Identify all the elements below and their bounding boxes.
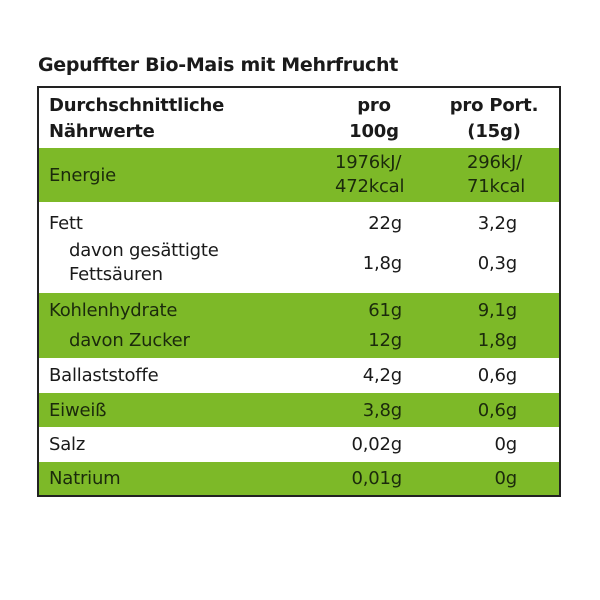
- table-row-natrium: Natrium 0,01g 0g: [39, 462, 559, 495]
- sub-row-label-line2: Fettsäuren: [69, 264, 163, 285]
- value-perportion: 0g: [494, 468, 518, 489]
- header-label-line2: Nährwerte: [49, 121, 155, 142]
- value-per100: 4,2g: [362, 365, 402, 386]
- row-label: Salz: [49, 434, 86, 455]
- value-per100: 0,02g: [351, 434, 402, 455]
- table-row-energie: Energie 1976kJ/ 472kcal 296kJ/ 71kcal: [39, 148, 559, 202]
- value-perportion: 0,6g: [477, 400, 517, 421]
- value-perportion-kj: 296kJ/: [467, 152, 522, 173]
- value-perportion-kcal: 71kcal: [467, 176, 526, 197]
- row-label: Fett: [49, 213, 83, 234]
- row-label: Energie: [49, 165, 117, 186]
- table-header: Durchschnittliche Nährwerte pro 100g pro…: [39, 88, 559, 148]
- table-row-salz: Salz 0,02g 0g: [39, 427, 559, 462]
- row-label: Ballaststoffe: [49, 365, 159, 386]
- sub-value-perportion: 1,8g: [477, 330, 517, 351]
- table-row-eiweiss: Eiweiß 3,8g 0,6g: [39, 393, 559, 427]
- header-label-line1: Durchschnittliche: [49, 95, 225, 116]
- value-perportion: 0,6g: [477, 365, 517, 386]
- table-row-kohlenhydrate: Kohlenhydrate 61g 9,1g davon Zucker 12g …: [39, 293, 559, 358]
- value-per100-kj: 1976kJ/: [335, 152, 402, 173]
- sub-row-label: davon Zucker: [69, 330, 190, 351]
- value-per100: 22g: [368, 213, 402, 234]
- row-label: Kohlenhydrate: [49, 300, 178, 321]
- table-row-ballaststoffe: Ballaststoffe 4,2g 0,6g: [39, 358, 559, 393]
- table-row-fett: Fett 22g 3,2g davon gesättigte Fettsäure…: [39, 202, 559, 293]
- sub-value-per100: 12g: [368, 330, 402, 351]
- value-per100-kcal: 472kcal: [335, 176, 405, 197]
- value-perportion: 3,2g: [477, 213, 517, 234]
- header-perportion-line1: pro Port.: [449, 95, 539, 116]
- header-perportion-line2: (15g): [467, 121, 521, 142]
- value-perportion: 9,1g: [477, 300, 517, 321]
- value-per100: 61g: [368, 300, 402, 321]
- product-title: Gepuffter Bio-Mais mit Mehrfrucht: [38, 54, 399, 76]
- header-per100-line2: 100g: [349, 121, 399, 142]
- row-label: Eiweiß: [49, 400, 107, 421]
- value-per100: 0,01g: [351, 468, 402, 489]
- sub-value-per100: 1,8g: [362, 253, 402, 274]
- nutrition-table: Durchschnittliche Nährwerte pro 100g pro…: [37, 86, 561, 497]
- value-per100: 3,8g: [362, 400, 402, 421]
- value-perportion: 0g: [494, 434, 518, 455]
- sub-value-perportion: 0,3g: [477, 253, 517, 274]
- row-label: Natrium: [49, 468, 121, 489]
- header-per100-line1: pro: [357, 95, 391, 116]
- sub-row-label-line1: davon gesättigte: [69, 240, 219, 261]
